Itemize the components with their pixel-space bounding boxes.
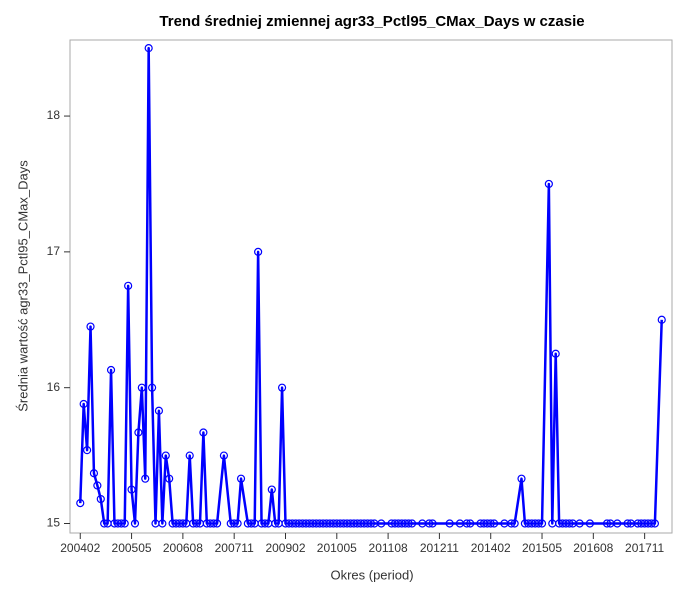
x-tick-label: 200505 — [112, 541, 152, 555]
x-tick-label: 201108 — [369, 541, 408, 555]
data-point — [277, 383, 287, 392]
chart-title: Trend średniej zmiennej agr33_Pctl95_CMa… — [159, 13, 584, 30]
data-point — [247, 519, 256, 528]
data-point — [79, 399, 88, 409]
x-tick-label: 201505 — [522, 541, 562, 555]
data-point — [124, 281, 133, 290]
data-point — [602, 519, 612, 528]
data-point — [445, 519, 454, 528]
x-tick-label: 201608 — [573, 541, 613, 555]
data-point — [86, 322, 95, 331]
data-point — [267, 485, 276, 494]
y-tick-label: 15 — [47, 516, 61, 530]
data-point — [144, 44, 153, 53]
data-point — [462, 519, 471, 528]
data-point — [575, 519, 584, 528]
data-point — [623, 519, 632, 528]
data-point — [486, 519, 495, 528]
data-point — [650, 519, 659, 528]
data-point — [537, 519, 547, 528]
data-point — [185, 451, 194, 460]
data-point — [158, 519, 167, 528]
plot-frame — [69, 39, 673, 534]
data-point — [76, 499, 85, 508]
data-point — [366, 519, 376, 528]
data-point — [100, 519, 109, 528]
data-point — [613, 519, 622, 528]
data-point — [120, 519, 129, 528]
x-tick-label: 201211 — [420, 541, 459, 555]
data-point — [551, 349, 560, 358]
data-point — [404, 519, 413, 528]
data-point — [236, 474, 246, 483]
data-point — [565, 519, 574, 528]
data-point — [106, 365, 116, 375]
data-point — [219, 451, 229, 460]
data-point — [117, 519, 126, 528]
data-point — [96, 494, 105, 504]
data-point — [657, 315, 666, 324]
data-point — [165, 474, 174, 483]
x-tick-label: 201711 — [625, 541, 664, 555]
x-tick-label: 200608 — [163, 541, 203, 555]
data-point — [93, 481, 102, 490]
x-tick-label: 200711 — [215, 541, 254, 555]
data-point — [209, 519, 218, 528]
data-point — [192, 519, 201, 528]
data-point — [199, 428, 208, 437]
data-point — [585, 519, 595, 528]
data-point — [130, 519, 140, 528]
data-point — [83, 446, 92, 455]
data-point — [490, 519, 499, 528]
data-point — [507, 519, 516, 528]
data-point — [407, 519, 417, 528]
x-tick-label: 200402 — [60, 541, 100, 555]
data-point — [271, 519, 280, 528]
x-tick-label: 201402 — [471, 541, 511, 555]
data-point — [233, 519, 242, 528]
data-point — [154, 406, 164, 415]
data-point — [466, 519, 475, 528]
data-point — [230, 519, 239, 528]
x-tick-label: 201005 — [317, 541, 357, 555]
x-tick-label: 200902 — [265, 541, 305, 555]
data-point — [141, 474, 150, 483]
data-point — [534, 519, 543, 528]
data-point — [127, 485, 136, 494]
y-tick-label: 18 — [47, 108, 61, 122]
y-tick-label: 16 — [47, 380, 61, 394]
data-point — [134, 428, 143, 437]
data-point — [425, 519, 434, 528]
data-point — [147, 383, 157, 392]
data-point — [544, 179, 553, 189]
data-point — [212, 519, 222, 528]
data-point — [377, 519, 386, 528]
data-point — [647, 519, 656, 528]
x-axis-label: Okres (period) — [330, 567, 413, 582]
data-point — [161, 451, 170, 460]
data-point — [178, 519, 187, 528]
data-point — [260, 519, 270, 528]
data-point — [254, 247, 263, 256]
y-tick-label: 17 — [47, 244, 61, 258]
data-point — [89, 469, 99, 478]
series-line — [79, 46, 663, 525]
data-point — [517, 474, 526, 483]
y-axis-label: Średnia wartość agr33_Pctl95_CMax_Days — [15, 160, 30, 412]
data-point — [428, 519, 437, 528]
data-point — [137, 383, 146, 392]
data-point — [510, 519, 519, 528]
